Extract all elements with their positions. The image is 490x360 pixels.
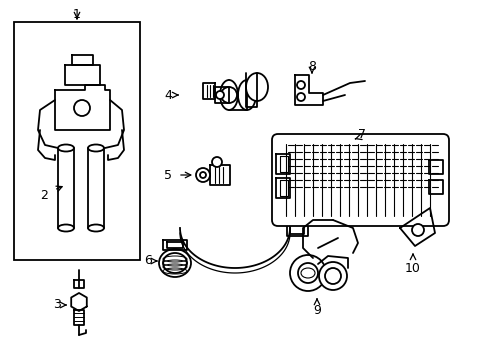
Circle shape — [412, 224, 424, 236]
Circle shape — [297, 93, 305, 101]
Text: 5: 5 — [164, 168, 172, 181]
Ellipse shape — [88, 225, 104, 231]
Polygon shape — [210, 165, 230, 185]
Text: 8: 8 — [308, 59, 316, 72]
Polygon shape — [203, 83, 215, 99]
Polygon shape — [55, 85, 110, 130]
Text: 1: 1 — [73, 8, 81, 21]
Polygon shape — [65, 65, 100, 85]
Ellipse shape — [163, 253, 187, 273]
Ellipse shape — [159, 249, 191, 277]
Circle shape — [196, 168, 210, 182]
Polygon shape — [429, 180, 443, 194]
Circle shape — [212, 157, 222, 167]
Polygon shape — [400, 208, 435, 246]
Circle shape — [221, 87, 237, 103]
FancyBboxPatch shape — [272, 134, 449, 226]
Circle shape — [74, 100, 90, 116]
Ellipse shape — [58, 144, 74, 152]
Bar — [14, 22, 140, 260]
Text: 3: 3 — [53, 298, 61, 311]
Polygon shape — [276, 154, 290, 174]
Polygon shape — [295, 75, 323, 105]
Circle shape — [290, 255, 326, 291]
Polygon shape — [215, 87, 229, 103]
Text: 9: 9 — [313, 303, 321, 316]
Text: 2: 2 — [40, 189, 48, 202]
Polygon shape — [163, 240, 187, 250]
Polygon shape — [72, 55, 93, 65]
Text: 7: 7 — [358, 127, 366, 140]
Circle shape — [297, 81, 305, 89]
Circle shape — [298, 263, 318, 283]
Polygon shape — [276, 178, 290, 198]
Circle shape — [325, 268, 341, 284]
Ellipse shape — [220, 80, 238, 110]
Polygon shape — [429, 160, 443, 174]
Circle shape — [319, 262, 347, 290]
Circle shape — [216, 91, 224, 99]
Polygon shape — [287, 216, 308, 236]
Ellipse shape — [238, 80, 256, 110]
Text: 10: 10 — [405, 261, 421, 274]
Text: 4: 4 — [164, 89, 172, 102]
Ellipse shape — [88, 144, 104, 152]
Circle shape — [200, 172, 206, 178]
Polygon shape — [71, 293, 87, 311]
Ellipse shape — [58, 225, 74, 231]
Text: 6: 6 — [144, 255, 152, 267]
Ellipse shape — [246, 73, 268, 101]
